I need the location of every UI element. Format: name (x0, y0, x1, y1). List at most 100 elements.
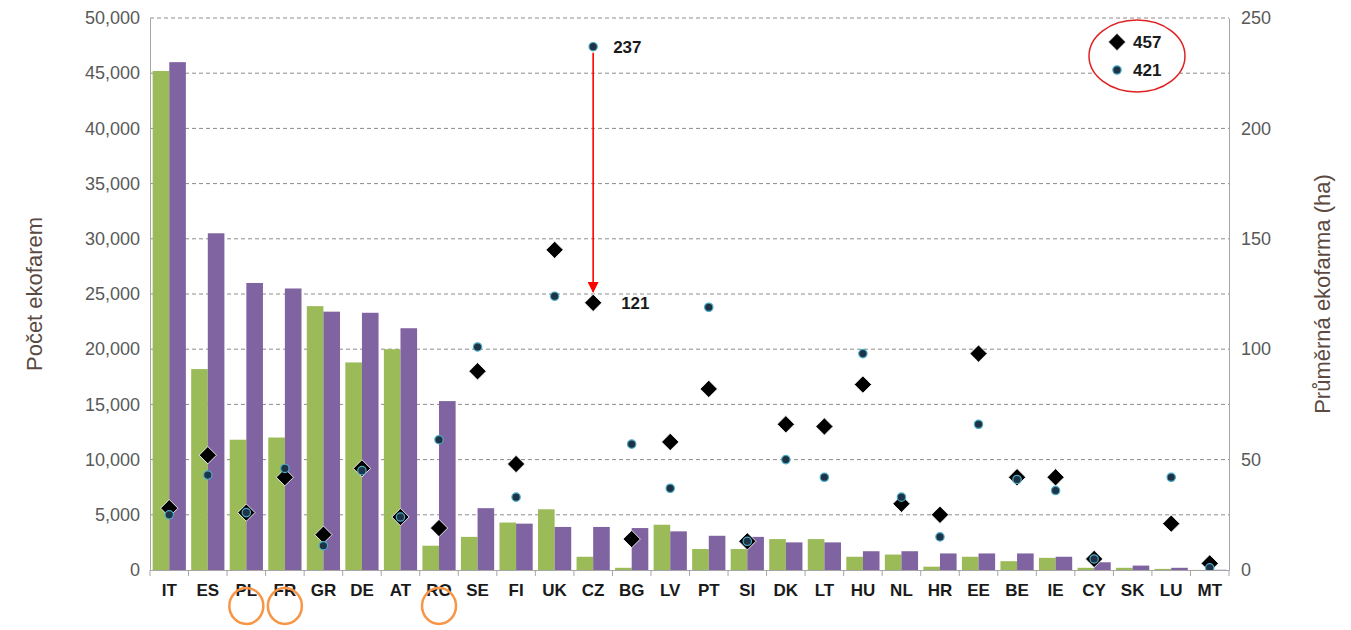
tick-label: HR (928, 581, 953, 600)
grid-line (150, 73, 1229, 74)
separator (1074, 570, 1075, 576)
tick: IE (1048, 570, 1064, 600)
bar (692, 549, 709, 570)
annotation: 237 (613, 38, 641, 57)
tick-label: GR (311, 581, 337, 600)
separator (805, 570, 806, 576)
separator (304, 570, 305, 576)
tick: 20,000 (85, 339, 150, 359)
tick: 5,000 (95, 505, 150, 525)
bar-series (153, 71, 1210, 570)
bar (555, 527, 572, 570)
tick: FR (274, 570, 297, 600)
tick-label: 15,000 (85, 395, 140, 415)
tick-label: LU (1160, 581, 1183, 600)
point (1163, 515, 1180, 532)
point (512, 493, 520, 501)
point (623, 530, 640, 547)
point (859, 349, 867, 357)
tick-label: ES (196, 581, 219, 600)
tick: 45,000 (85, 63, 150, 83)
tick: 30,000 (85, 229, 150, 249)
bar (384, 349, 401, 570)
tick: BG (619, 570, 645, 600)
bar (362, 313, 379, 570)
tick: LT (815, 570, 835, 600)
tick-label: AT (390, 581, 412, 600)
legend-frame (1089, 20, 1185, 92)
point (430, 519, 447, 536)
point (782, 455, 790, 463)
separator (1229, 570, 1230, 576)
point (1201, 555, 1218, 570)
tick: CZ (582, 570, 605, 600)
tick: 15,000 (85, 395, 150, 415)
axis-line (1229, 19, 1230, 571)
grid-line (150, 183, 1229, 184)
tick: ES (196, 570, 219, 600)
category-separators (150, 570, 1229, 576)
point (396, 513, 404, 521)
point (1047, 469, 1064, 486)
bar (846, 557, 863, 570)
point (931, 506, 948, 523)
separator (496, 570, 497, 576)
tick: 50 (1229, 450, 1261, 470)
grid-line (150, 18, 1229, 19)
separator (1151, 570, 1152, 576)
point (242, 508, 250, 516)
highlights (229, 588, 456, 624)
bar (1039, 558, 1056, 570)
bar (1133, 566, 1150, 570)
bar (901, 551, 918, 570)
tick-label: 10,000 (85, 450, 140, 470)
bar (824, 542, 841, 570)
tick-label: CZ (582, 581, 605, 600)
tick-label: BE (1005, 581, 1029, 600)
separator (920, 570, 921, 576)
bar (923, 567, 940, 570)
tick-label: BG (619, 581, 645, 600)
tick: IT (162, 570, 178, 600)
bar (670, 531, 687, 570)
tick: SI (739, 570, 755, 600)
separator (150, 570, 151, 576)
tick-label: 5,000 (95, 505, 140, 525)
point (507, 455, 524, 472)
point (970, 345, 987, 362)
separator (1113, 570, 1114, 576)
tick-label: CY (1082, 581, 1106, 600)
tick: GR (311, 570, 337, 600)
tick-label: PT (698, 581, 720, 600)
separator (882, 570, 883, 576)
point-series (165, 43, 1214, 570)
tick-label: NL (890, 581, 913, 600)
bar (422, 546, 439, 570)
point (281, 464, 289, 472)
point (628, 440, 636, 448)
separator (997, 570, 998, 576)
bar (1155, 569, 1172, 570)
bar (577, 557, 594, 570)
tick: 35,000 (85, 174, 150, 194)
tick-label: EE (967, 581, 990, 600)
separator (843, 570, 844, 576)
y-axis: 05,00010,00015,00020,00025,00030,00035,0… (85, 8, 151, 580)
point (743, 537, 751, 545)
tick: 0 (130, 560, 150, 580)
bar (230, 440, 247, 570)
grid-line (150, 294, 1229, 295)
tick: MT (1197, 570, 1222, 600)
tick: 250 (1229, 8, 1271, 28)
separator (612, 570, 613, 576)
bar (709, 536, 726, 570)
tick-label: 50 (1241, 450, 1261, 470)
point (1085, 550, 1102, 567)
point (199, 447, 216, 464)
bar (208, 233, 225, 570)
tick: LV (660, 570, 681, 600)
tick-label: SI (739, 581, 755, 600)
chart: 05,00010,00015,00020,00025,00030,00035,0… (0, 0, 1351, 630)
point (1008, 469, 1025, 486)
tick-label: 35,000 (85, 174, 140, 194)
